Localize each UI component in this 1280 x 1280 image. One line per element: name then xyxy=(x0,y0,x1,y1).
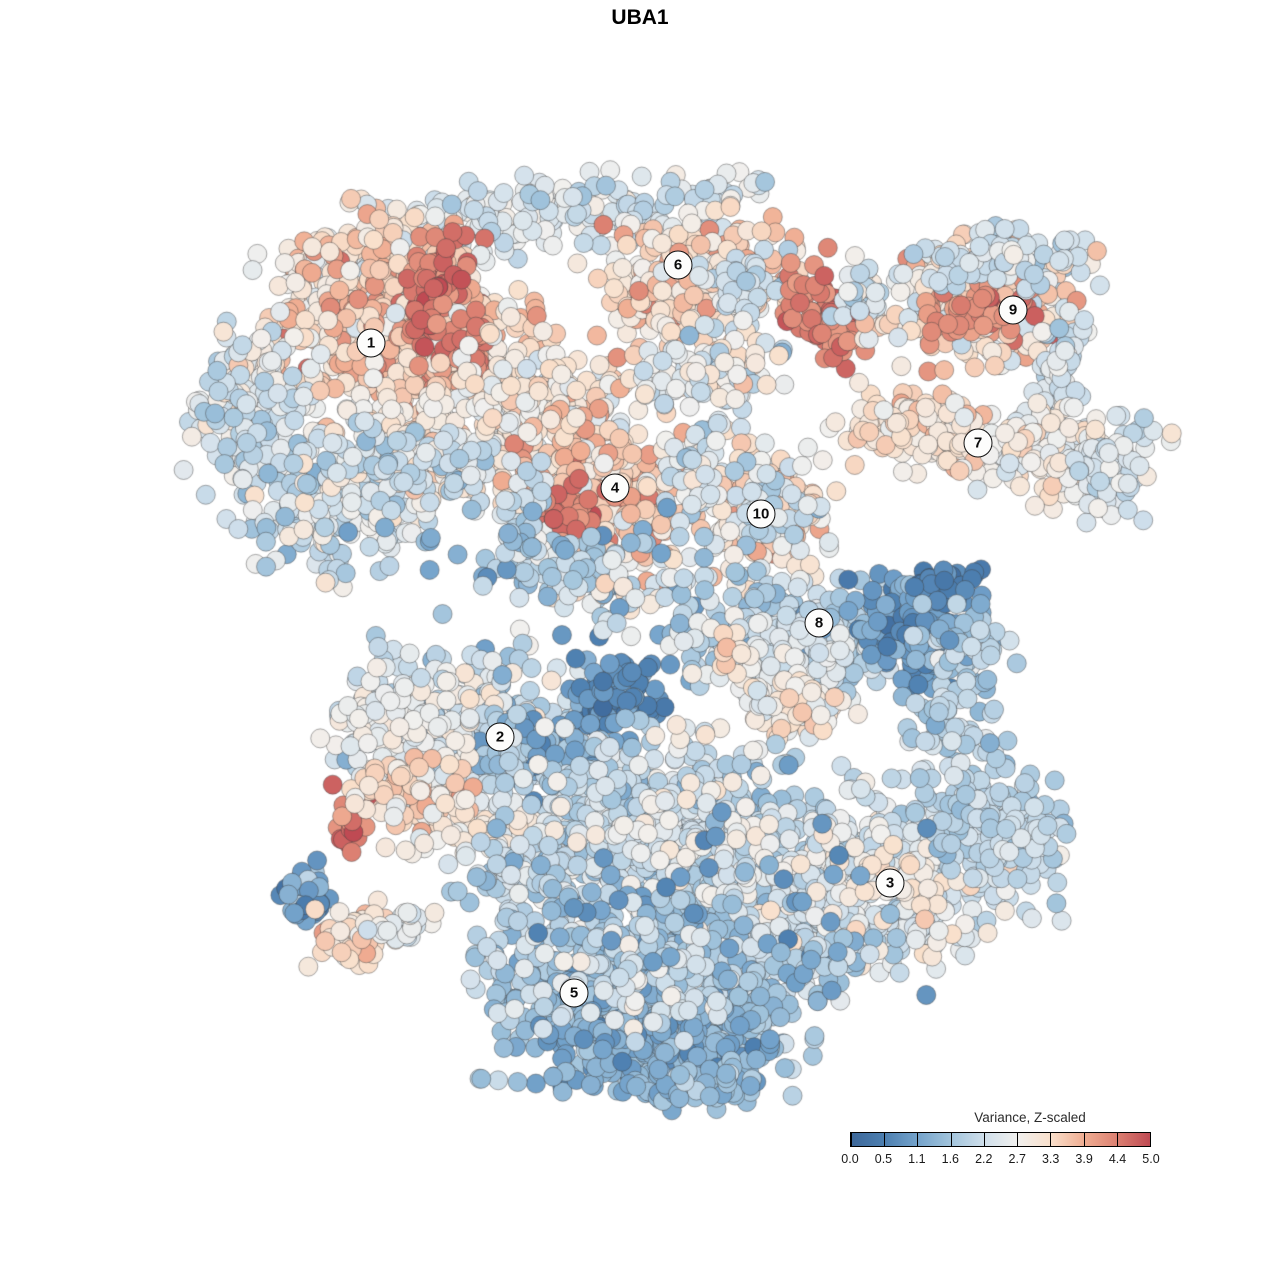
legend-tick-label: 0.0 xyxy=(841,1152,859,1166)
cluster-label-1: 1 xyxy=(356,328,386,358)
legend-title: Variance, Z-scaled xyxy=(974,1110,1086,1125)
legend-tick-label: 1.1 xyxy=(908,1152,926,1166)
cluster-label-4: 4 xyxy=(600,473,630,503)
colorbar-tick xyxy=(917,1133,919,1146)
legend-tick-label: 3.3 xyxy=(1041,1152,1060,1166)
colorbar-tick xyxy=(1150,1133,1151,1146)
cluster-label-5: 5 xyxy=(559,978,589,1008)
cluster-label-6: 6 xyxy=(663,250,693,280)
legend-tick-label: 3.9 xyxy=(1075,1152,1093,1166)
legend-tick-label: 1.6 xyxy=(941,1152,960,1166)
colorbar-tick xyxy=(1050,1133,1052,1146)
colorbar-tick-labels: 0.0 0.5 1.1 1.6 2.2 2.7 3.3 3.9 4.4 5.0 xyxy=(841,1152,1159,1168)
colorbar-tick xyxy=(851,1133,852,1146)
colorbar xyxy=(850,1132,1151,1147)
cluster-label-2: 2 xyxy=(485,722,515,752)
legend-tick-label: 2.7 xyxy=(1008,1152,1026,1166)
legend-tick-label: 4.4 xyxy=(1108,1152,1127,1166)
cluster-label-7: 7 xyxy=(963,428,993,458)
colorbar-tick xyxy=(884,1133,886,1146)
colorbar-tick xyxy=(1116,1133,1118,1146)
page-title: UBA1 xyxy=(611,6,669,29)
colorbar-tick xyxy=(1017,1133,1019,1146)
cluster-label-3: 3 xyxy=(875,868,905,898)
cluster-label-8: 8 xyxy=(804,608,834,638)
legend-tick-label: 5.0 xyxy=(1142,1152,1160,1166)
colorbar-tick xyxy=(983,1133,985,1146)
legend-tick-label: 2.2 xyxy=(975,1152,993,1166)
cluster-label-9: 9 xyxy=(998,295,1028,325)
cluster-label-10: 10 xyxy=(746,499,776,529)
colorbar-tick xyxy=(950,1133,952,1146)
legend-tick-label: 0.5 xyxy=(874,1152,893,1166)
colorbar-tick xyxy=(1083,1133,1085,1146)
